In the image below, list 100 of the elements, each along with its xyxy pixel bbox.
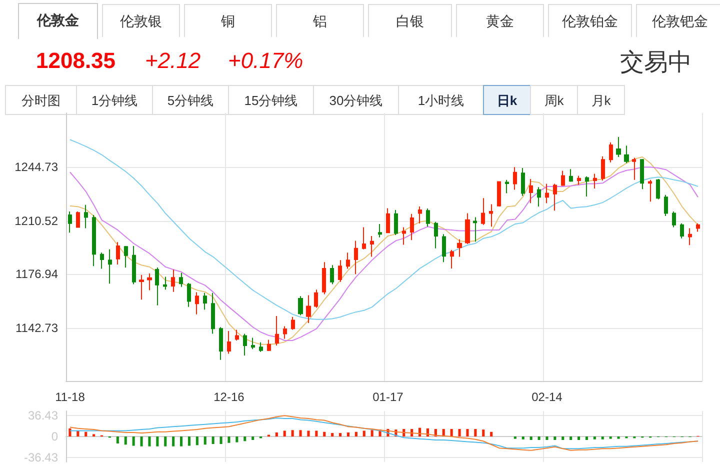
bar [164,436,167,446]
bar [570,436,572,440]
candlestick [306,294,311,324]
candlestick [346,252,350,270]
bar [252,436,254,440]
bar [236,436,238,442]
bar [140,436,143,446]
text: 白银 [368,4,452,37]
y-tick-label: 1210.52 [14,214,58,228]
candlestick [235,329,239,341]
text: 黄金 [456,4,544,37]
bar [370,430,374,436]
x-tick-label: 01-17 [372,390,404,404]
text: 伦敦金 [18,3,98,39]
text: 1小时线 [398,85,484,115]
bar [323,432,326,436]
candlestick [283,326,287,340]
candlestick [601,156,605,181]
candlestick [139,274,144,300]
y-tick-label: 1142.73 [16,320,58,335]
bar [546,436,548,440]
candlestick [609,142,613,163]
bar [538,436,540,440]
bar [578,436,580,440]
candlestick [243,333,247,356]
candlestick [330,264,334,285]
candlestick [553,183,557,212]
candlestick [100,252,104,270]
bar [172,436,175,446]
candlestick [434,221,438,249]
bar [362,430,366,436]
candlestick [378,223,382,238]
candlestick [585,176,589,198]
bar [458,428,461,436]
bar [530,436,532,440]
bar [132,436,135,446]
candlestick [179,272,183,288]
candlestick [84,204,88,229]
candlestick [640,158,644,190]
text: +2.12 [145,48,201,74]
candlestick [473,216,477,242]
candlestick [680,222,684,239]
candlestick [386,208,390,234]
bar [148,436,151,446]
bar [156,436,159,446]
candlestick [219,326,223,360]
text: 交易中 [620,48,692,78]
candlestick [314,289,318,308]
bar [84,432,88,436]
candlestick [68,211,72,234]
candlestick [648,179,652,202]
candlestick [124,246,128,268]
candlestick [155,266,159,306]
candlestick [211,292,215,334]
bar [354,432,358,436]
bar [124,436,127,445]
candlestick [465,212,470,245]
bar [554,436,556,440]
candlestick [171,269,175,292]
bar [188,436,190,446]
candlestick [147,272,152,291]
candlestick [450,249,454,269]
bar [474,428,477,436]
x-tick-label: 11-18 [55,390,86,404]
bar [466,428,469,436]
bar [291,430,294,436]
bar [76,430,80,436]
bar [482,430,485,436]
bar [196,436,198,446]
candlestick [338,260,342,282]
bar [522,436,524,440]
bar [601,436,604,440]
bar [346,432,350,436]
candlestick [497,181,501,207]
candlestick [664,194,668,216]
text: 1分钟线 [76,85,153,115]
candlestick [251,337,255,350]
candlestick [116,242,120,265]
bar [180,436,183,446]
candlestick [203,292,207,310]
candlestick [394,209,398,236]
candlestick [593,173,597,190]
candlestick [672,211,676,228]
bar [244,436,246,442]
text: 铝 [276,4,364,37]
candlestick [545,183,549,204]
text: 周k [530,85,578,115]
candlestick [410,213,414,241]
bar [593,436,596,440]
candlestick [322,262,326,295]
candlestick [457,238,462,258]
text: 5分钟线 [152,85,229,115]
candlestick [362,226,366,250]
candlestick [696,222,700,232]
candlestick [656,178,660,200]
line-series [69,139,699,320]
candlestick [132,246,136,285]
text: 1208.35 [36,48,116,74]
x-tick-label: 02-14 [532,390,563,404]
candlestick [402,226,406,246]
